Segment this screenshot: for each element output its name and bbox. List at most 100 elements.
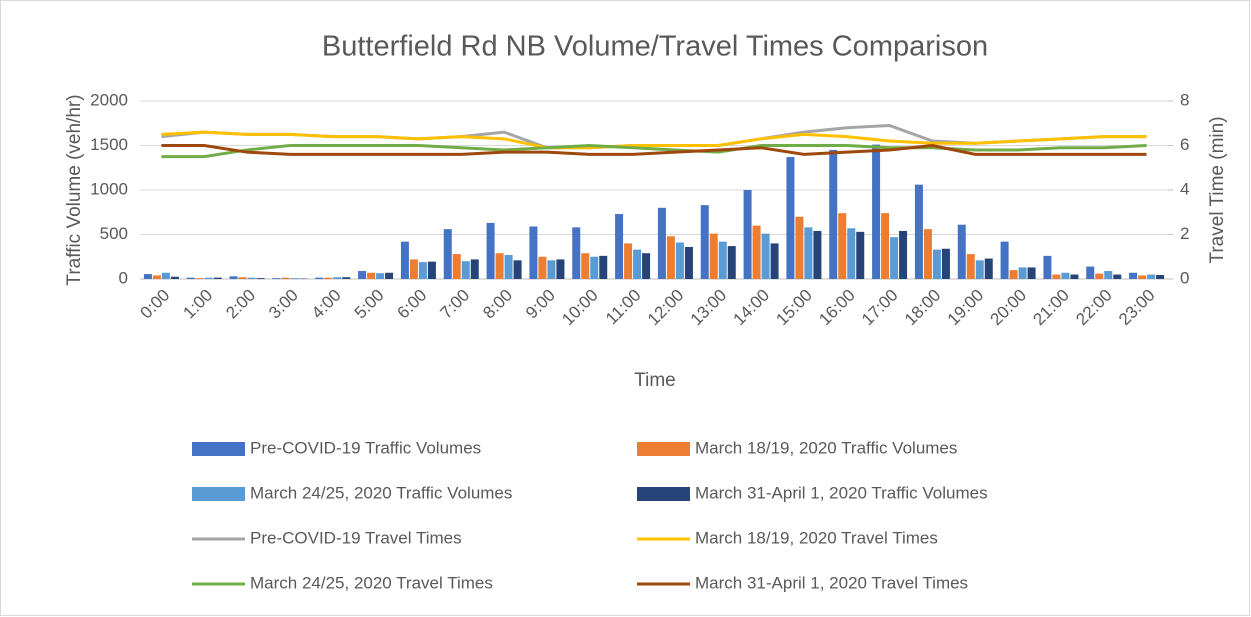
bar — [272, 278, 281, 279]
bar — [829, 149, 838, 279]
bar — [195, 278, 204, 279]
legend-label: March 24/25, 2020 Traffic Volumes — [250, 483, 512, 502]
bar — [847, 228, 856, 279]
bar — [504, 254, 513, 279]
line — [161, 130, 1147, 150]
bar — [1018, 267, 1027, 279]
bar — [718, 241, 727, 279]
bar — [1086, 266, 1095, 279]
line — [161, 143, 1147, 156]
bar — [1147, 274, 1156, 279]
bar — [838, 213, 847, 279]
bar — [813, 230, 822, 279]
bar — [256, 278, 265, 279]
bar — [1009, 270, 1018, 279]
bar — [684, 246, 693, 279]
y2-tick-label: 4 — [1180, 179, 1189, 198]
bar — [966, 254, 975, 279]
bar — [984, 258, 993, 279]
y-tick-label: 500 — [100, 224, 128, 243]
bar — [547, 260, 556, 279]
y-tick-label: 1000 — [90, 179, 128, 198]
bar — [770, 243, 779, 279]
bar — [427, 261, 436, 279]
bar — [804, 227, 813, 279]
bar — [642, 253, 651, 279]
bar — [213, 277, 222, 279]
y2-tick-label: 8 — [1180, 90, 1189, 109]
chart-title: Butterfield Rd NB Volume/Travel Times Co… — [322, 31, 988, 63]
bar — [1043, 255, 1052, 279]
bar — [229, 276, 238, 279]
bar — [590, 256, 599, 279]
legend-label: Pre-COVID-19 Traffic Volumes — [250, 438, 481, 457]
bar — [1104, 270, 1113, 279]
y2-axis-title: Travel Time (min) — [1207, 116, 1228, 263]
bar — [572, 227, 581, 279]
bar — [957, 224, 966, 279]
bar — [1129, 272, 1138, 279]
bar — [1000, 241, 1009, 279]
x-axis-title: Time — [634, 370, 676, 391]
bar — [324, 277, 333, 279]
bar — [409, 259, 418, 279]
bar — [538, 256, 547, 279]
bar — [581, 253, 590, 279]
bar — [1095, 273, 1104, 279]
bar — [932, 249, 941, 279]
legend-swatch — [637, 442, 690, 456]
bar — [890, 237, 899, 279]
bar — [281, 277, 290, 279]
bar — [1156, 274, 1165, 279]
bar — [461, 261, 470, 279]
bar — [170, 276, 179, 279]
bar — [657, 207, 666, 279]
bar — [513, 260, 522, 279]
legend-label: March 18/19, 2020 Traffic Volumes — [695, 438, 957, 457]
bar — [666, 236, 675, 279]
bar — [675, 242, 684, 279]
legend-label: March 18/19, 2020 Travel Times — [695, 528, 938, 547]
y2-tick-label: 0 — [1180, 268, 1189, 287]
bar — [923, 229, 932, 279]
line — [161, 143, 1147, 159]
bar — [529, 226, 538, 279]
bar — [486, 222, 495, 279]
bar — [290, 278, 299, 279]
y2-tick-label: 6 — [1180, 135, 1189, 154]
y-tick-label: 0 — [119, 268, 128, 287]
bar — [615, 214, 624, 279]
bar — [743, 190, 752, 279]
bar — [872, 144, 881, 279]
bar — [599, 255, 608, 279]
bar — [761, 233, 770, 279]
bar — [556, 259, 565, 279]
bar — [624, 243, 633, 279]
bar — [418, 262, 427, 279]
bar — [1027, 267, 1036, 279]
bar — [315, 277, 324, 279]
bar — [342, 277, 351, 279]
bar — [941, 248, 950, 279]
bar — [709, 233, 718, 279]
bar — [495, 253, 504, 279]
bar — [143, 274, 152, 279]
bar — [443, 229, 452, 279]
bar — [161, 272, 170, 279]
bar — [1070, 274, 1079, 279]
bar — [752, 225, 761, 279]
legend-swatch — [637, 487, 690, 501]
bar — [795, 216, 804, 279]
legend-label: Pre-COVID-19 Travel Times — [250, 528, 462, 547]
y-tick-label: 1500 — [90, 135, 128, 154]
legend-swatch — [192, 442, 245, 456]
bar — [367, 272, 376, 279]
bar — [152, 275, 161, 279]
bar — [247, 277, 256, 279]
bar — [633, 249, 642, 279]
bar — [470, 259, 479, 279]
bar — [186, 277, 195, 279]
bar — [358, 270, 367, 279]
bar — [376, 273, 385, 279]
